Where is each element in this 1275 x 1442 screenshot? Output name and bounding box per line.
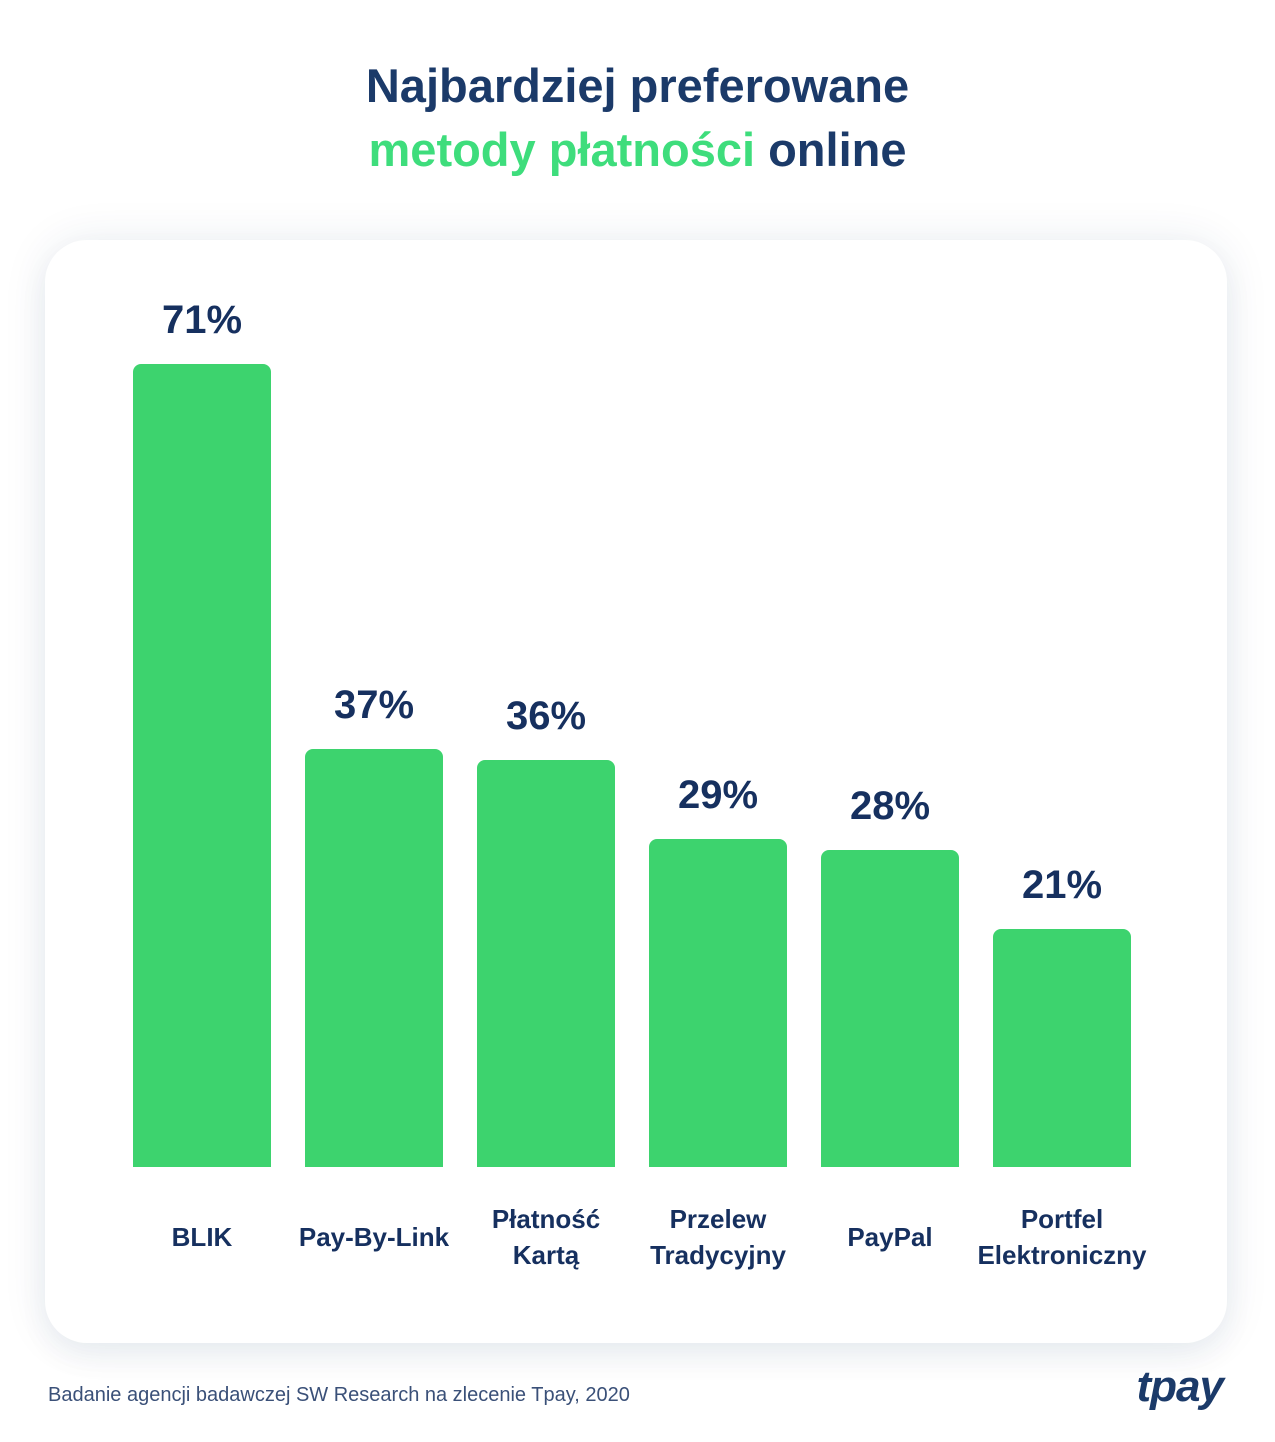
- bar-value-label: 29%: [677, 773, 759, 817]
- bar-value-label: 28%: [849, 784, 931, 828]
- tpay-logo: tpay: [1136, 1362, 1224, 1411]
- bar-column-platnosc-karta: 36%: [460, 240, 632, 1167]
- bar-value-label: 37%: [333, 683, 415, 727]
- title-highlight: metody płatności: [368, 123, 756, 176]
- category-label-platnosc-karta: Płatność Kartą: [491, 1204, 601, 1270]
- category-labels-row: BLIK Pay-By-Link Płatność Kartą Przelew …: [116, 1197, 1148, 1277]
- category-label-blik: BLIK: [171, 1222, 233, 1252]
- bar-value-label: 36%: [505, 694, 587, 738]
- bar-portfel-elektroniczny: [993, 929, 1131, 1167]
- source-note: Badanie agencji badawczej SW Research na…: [48, 1384, 630, 1406]
- category-label-portfel-elektroniczny: Portfel Elektroniczny: [977, 1204, 1147, 1270]
- bar-column-portfel-elektroniczny: 21%: [976, 240, 1148, 1167]
- chart-card: 71% 37% 36% 29% 28% 21%: [45, 240, 1227, 1343]
- bar-paypal: [821, 850, 959, 1167]
- title-line2-rest: online: [768, 123, 907, 176]
- bar-value-label: 71%: [161, 298, 243, 342]
- bar-pay-by-link: [305, 749, 443, 1167]
- bar-blik: [133, 364, 271, 1167]
- bar-przelew-tradycyjny: [649, 839, 787, 1167]
- category-label-pay-by-link: Pay-By-Link: [298, 1222, 450, 1252]
- bar-column-blik: 71%: [116, 240, 288, 1167]
- bar-value-label: 21%: [1021, 863, 1103, 907]
- bar-column-paypal: 28%: [804, 240, 976, 1167]
- page-title: Najbardziej preferowane metody płatności…: [0, 54, 1275, 182]
- category-label-paypal: PayPal: [847, 1222, 933, 1252]
- bar-chart: 71% 37% 36% 29% 28% 21%: [116, 240, 1148, 1167]
- bar-platnosc-karta: [477, 760, 615, 1167]
- bar-column-pay-by-link: 37%: [288, 240, 460, 1167]
- category-label-przelew-tradycyjny: Przelew Tradycyjny: [650, 1204, 786, 1270]
- title-line1: Najbardziej preferowane: [365, 59, 910, 112]
- bar-column-przelew-tradycyjny: 29%: [632, 240, 804, 1167]
